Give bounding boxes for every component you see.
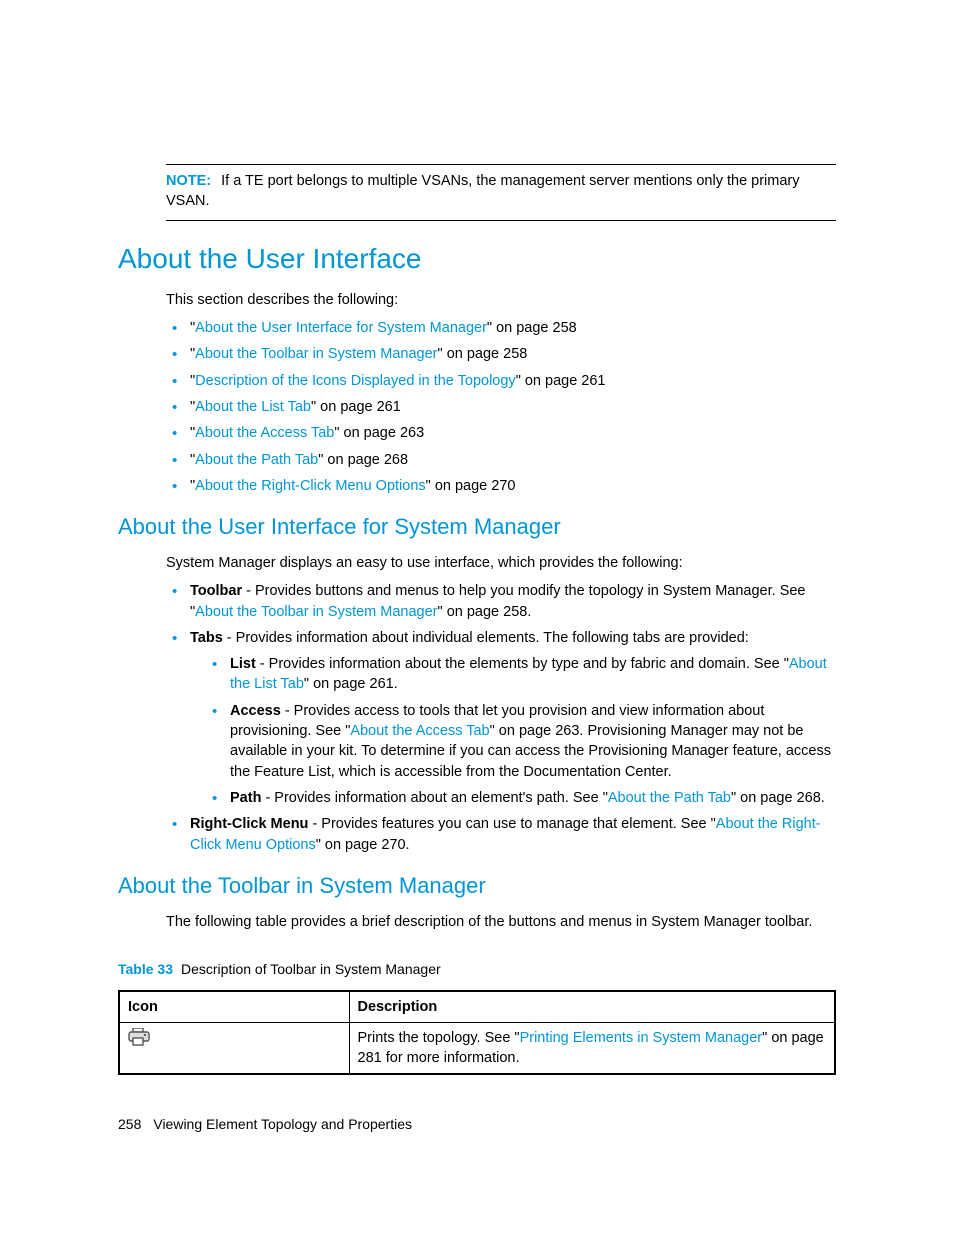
- table-caption-text: Description of Toolbar in System Manager: [181, 961, 441, 977]
- feature-label: Toolbar: [190, 583, 242, 599]
- table-caption: Table 33 Description of Toolbar in System…: [118, 960, 836, 980]
- toc-item: "About the Toolbar in System Manager" on…: [166, 344, 836, 364]
- feature-item-toolbar: Toolbar - Provides buttons and menus to …: [166, 581, 836, 622]
- table-header-row: Icon Description: [119, 991, 835, 1023]
- table-caption-label: Table 33: [118, 961, 173, 977]
- xref-link[interactable]: About the Path Tab: [608, 790, 731, 806]
- table-cell-icon: [119, 1022, 349, 1074]
- tab-label: List: [230, 656, 256, 672]
- feature-label: Right-Click Menu: [190, 816, 308, 832]
- chapter-title: Viewing Element Topology and Properties: [153, 1116, 412, 1132]
- feature-item-tabs: Tabs - Provides information about indivi…: [166, 628, 836, 808]
- note-block: NOTE:If a TE port belongs to multiple VS…: [166, 164, 836, 221]
- note-label: NOTE:: [166, 173, 211, 189]
- table-row: Prints the topology. See "Printing Eleme…: [119, 1022, 835, 1074]
- tab-item-access: Access - Provides access to tools that l…: [206, 701, 836, 782]
- toc-link[interactable]: About the List Tab: [195, 399, 311, 415]
- feature-list: Toolbar - Provides buttons and menus to …: [166, 581, 836, 855]
- xref-link[interactable]: About the Access Tab: [350, 723, 489, 739]
- document-page: NOTE:If a TE port belongs to multiple VS…: [0, 0, 954, 1195]
- xref-link[interactable]: Printing Elements in System Manager: [520, 1030, 763, 1046]
- heading-ui-system-manager: About the User Interface for System Mana…: [118, 512, 836, 543]
- intro-text: This section describes the following:: [166, 290, 836, 310]
- toc-item: "About the Right-Click Menu Options" on …: [166, 476, 836, 496]
- toc-link[interactable]: About the User Interface for System Mana…: [195, 320, 487, 336]
- xref-link[interactable]: About the Toolbar in System Manager: [195, 604, 437, 620]
- toc-link[interactable]: About the Access Tab: [195, 425, 334, 441]
- toc-link[interactable]: About the Path Tab: [195, 452, 318, 468]
- toc-item: "About the List Tab" on page 261: [166, 397, 836, 417]
- toolbar-table: Icon Description Prints: [118, 990, 836, 1076]
- toc-link[interactable]: About the Right-Click Menu Options: [195, 478, 426, 494]
- note-text: If a TE port belongs to multiple VSANs, …: [166, 173, 800, 209]
- tab-item-list: List - Provides information about the el…: [206, 654, 836, 695]
- heading-toolbar-system-manager: About the Toolbar in System Manager: [118, 871, 836, 902]
- section1-intro: System Manager displays an easy to use i…: [166, 553, 836, 573]
- section2-intro: The following table provides a brief des…: [166, 912, 836, 932]
- table-header-desc: Description: [349, 991, 835, 1023]
- table-header-icon: Icon: [119, 991, 349, 1023]
- tab-label: Access: [230, 703, 281, 719]
- tab-label: Path: [230, 790, 261, 806]
- toc-link[interactable]: Description of the Icons Displayed in th…: [195, 373, 516, 389]
- toc-item: "About the Path Tab" on page 268: [166, 450, 836, 470]
- print-icon: [128, 1028, 150, 1052]
- toc-link[interactable]: About the Toolbar in System Manager: [195, 346, 437, 362]
- toc-item: "About the Access Tab" on page 263: [166, 423, 836, 443]
- toc-list: "About the User Interface for System Man…: [166, 318, 836, 496]
- page-number: 258: [118, 1116, 141, 1132]
- table-cell-desc: Prints the topology. See "Printing Eleme…: [349, 1022, 835, 1074]
- tabs-sublist: List - Provides information about the el…: [206, 654, 836, 808]
- toc-item: "About the User Interface for System Man…: [166, 318, 836, 338]
- toc-item: "Description of the Icons Displayed in t…: [166, 371, 836, 391]
- feature-item-rightclick: Right-Click Menu - Provides features you…: [166, 814, 836, 855]
- tab-item-path: Path - Provides information about an ele…: [206, 788, 836, 808]
- feature-label: Tabs: [190, 630, 223, 646]
- heading-about-ui: About the User Interface: [118, 239, 836, 278]
- page-footer: 258 Viewing Element Topology and Properti…: [118, 1115, 836, 1135]
